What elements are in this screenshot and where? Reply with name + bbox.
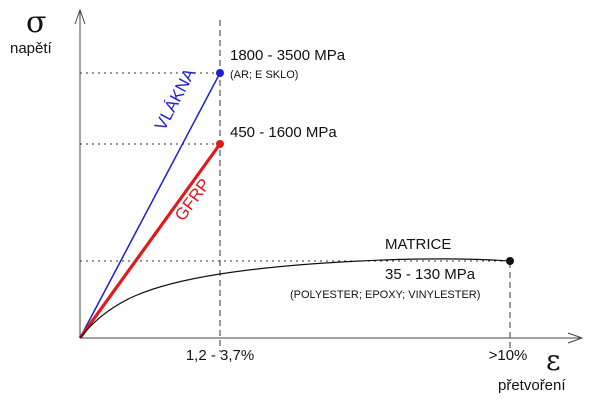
matrix-type-note: (POLYESTER; EPOXY; VINYLESTER) — [290, 289, 480, 301]
matrix-curve — [79, 258, 511, 339]
gfrp-curve — [78, 143, 222, 339]
x-axis-arrow — [567, 332, 584, 344]
fiber-curve-label: VLÁKNA — [151, 65, 200, 134]
x-axis-label: přetvoření — [498, 377, 566, 394]
x-tick-matrix-strain: >10% — [489, 347, 528, 364]
x-tick-fiber-strain: 1,2 - 3,7% — [186, 347, 254, 364]
gfrp-strength-label: 450 - 1600 MPa — [230, 124, 337, 141]
fiber-curve — [79, 72, 221, 339]
matrix-strength-label: 35 - 130 MPa — [385, 266, 476, 283]
gfrp-endpoint — [216, 140, 224, 148]
matrix-endpoint — [506, 257, 514, 265]
fiber-strength-label: 1800 - 3500 MPa — [230, 47, 346, 64]
fiber-type-note: (AR; E SKLO) — [230, 69, 298, 81]
y-axis-symbol: σ — [26, 5, 46, 40]
fiber-endpoint — [216, 69, 224, 77]
matrix-curve-label: MATRICE — [385, 236, 451, 253]
x-axis-symbol: ε — [546, 344, 561, 377]
y-axis-arrow — [74, 8, 86, 25]
y-axis-label: napětí — [10, 40, 53, 57]
gfrp-curve-label: GFRP — [171, 175, 214, 224]
